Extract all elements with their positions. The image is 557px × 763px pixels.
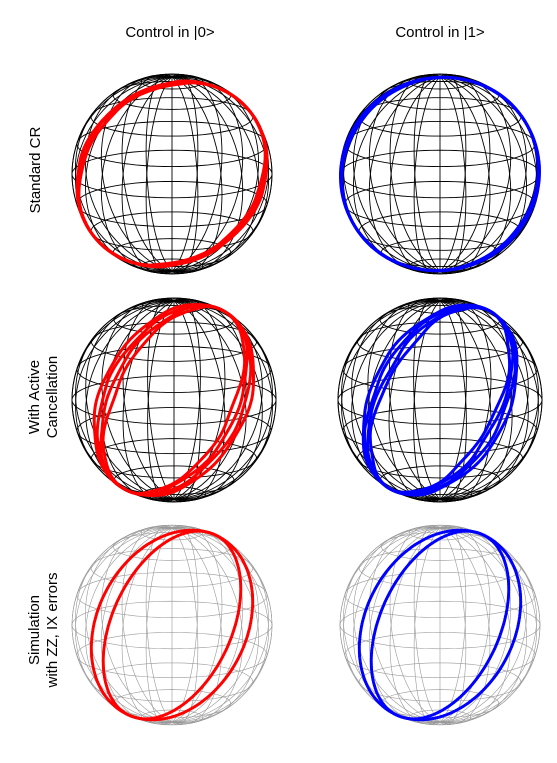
bloch-sphere-simulation-control-1: [339, 524, 541, 726]
bloch-sphere-simulation-control-0: [71, 524, 273, 726]
row-label-standard-cr: Standard CR: [27, 127, 45, 214]
bloch-sphere-active-control-0: [71, 297, 277, 503]
trajectory-blue: [357, 528, 523, 722]
bloch-sphere-standard-control-1: [339, 73, 541, 275]
bloch-sphere-active-control-1: [337, 297, 543, 503]
trajectory-red: [101, 304, 247, 495]
row-label-simulation: Simulation with ZZ, IX errors: [26, 572, 62, 687]
column-title-control-1: Control in |1>: [395, 24, 485, 41]
row-label-simulation-line2: with ZZ, IX errors: [44, 572, 61, 688]
column-title-control-0: Control in |0>: [125, 24, 215, 41]
bloch-sphere-standard-control-0: [71, 73, 273, 275]
trajectory-blue: [368, 306, 512, 494]
trajectory-red: [89, 528, 255, 722]
row-label-active-line1: With Active: [26, 359, 43, 435]
row-label-active-cancellation: With Active Cancellation: [26, 356, 62, 439]
trajectory-blue: [340, 75, 540, 273]
trajectory-red: [77, 81, 267, 267]
row-label-active-line2: Cancellation: [44, 355, 61, 439]
row-label-simulation-line1: Simulation: [26, 594, 43, 666]
row-label-standard-line1: Standard CR: [27, 126, 44, 214]
